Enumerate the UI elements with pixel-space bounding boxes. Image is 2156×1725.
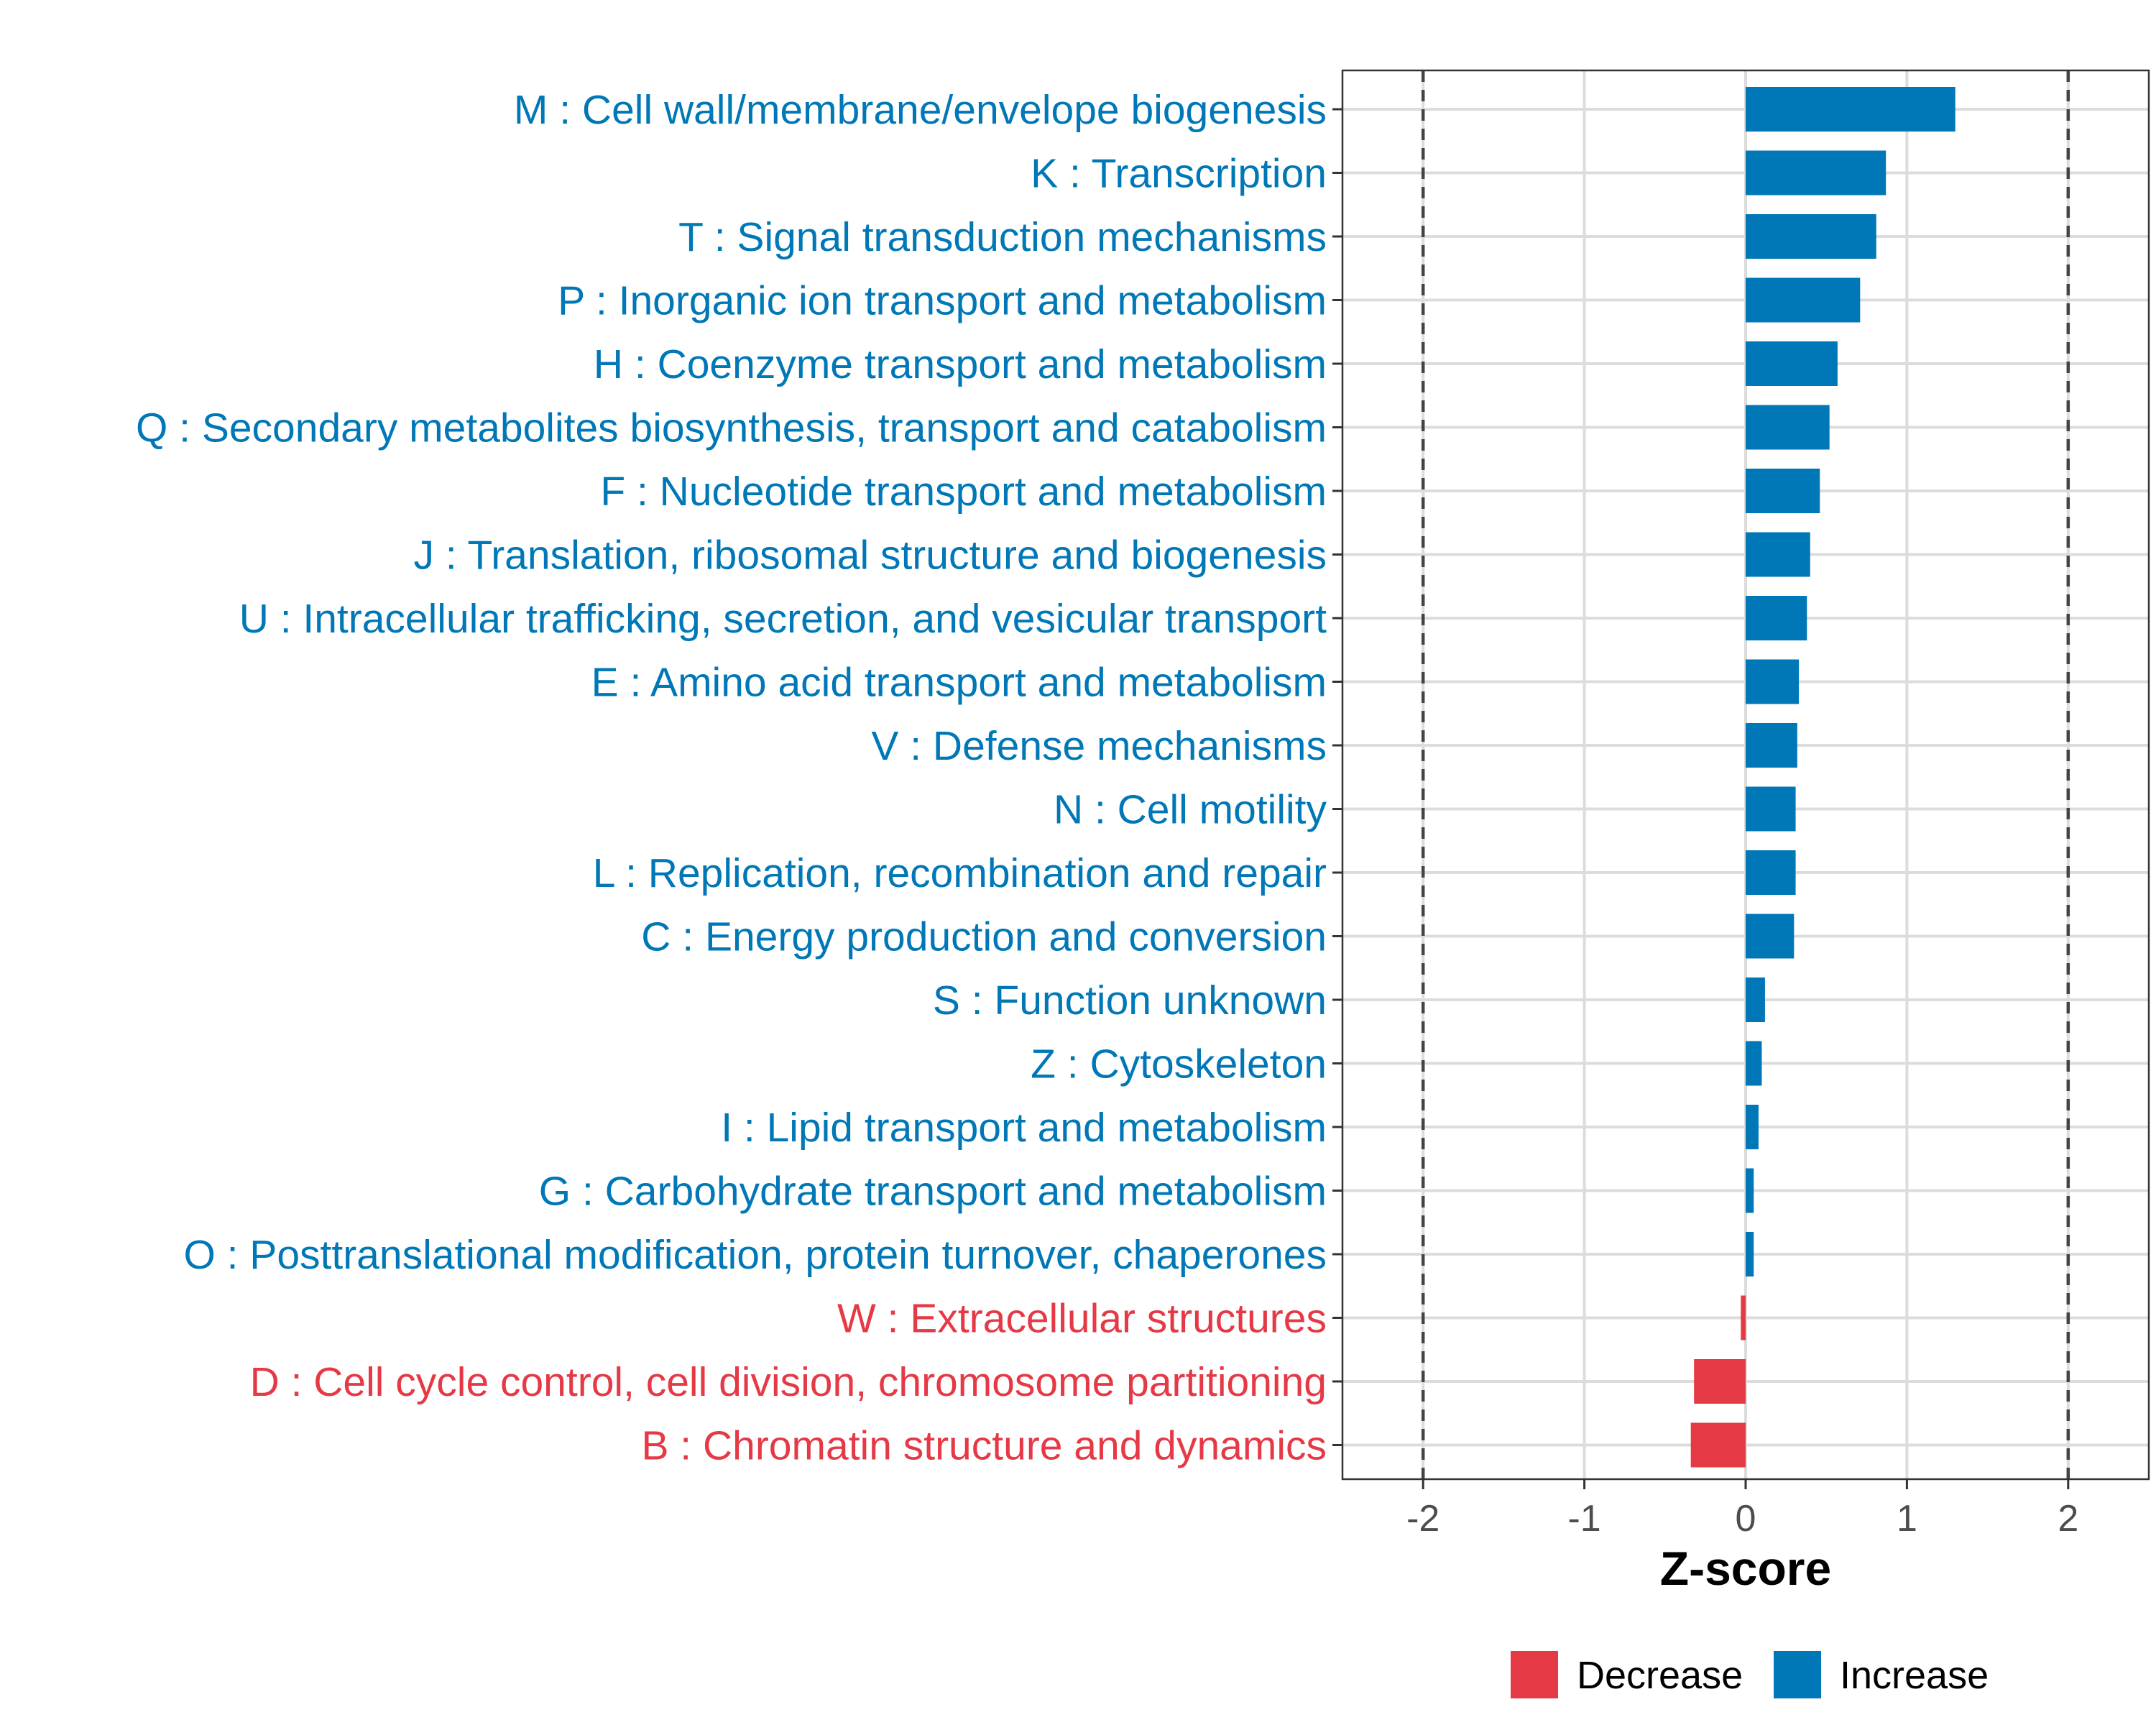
bar-e (1746, 659, 1800, 704)
category-label: G : Carbohydrate transport and metabolis… (539, 1169, 1327, 1215)
x-axis-ticks: -2 -1 0 1 2 (1332, 108, 2078, 1540)
category-label: O : Posttranslational modification, prot… (183, 1232, 1327, 1278)
category-label: W : Extracellular structures (837, 1296, 1327, 1342)
legend-label-increase: Increase (1840, 1654, 1989, 1697)
category-label: E : Amino acid transport and metabolism (591, 660, 1327, 706)
category-label: C : Energy production and conversion (641, 914, 1327, 960)
category-label: I : Lipid transport and metabolism (721, 1105, 1327, 1151)
x-axis-title: Z-score (1660, 1542, 1831, 1595)
category-label: J : Translation, ribosomal structure and… (414, 533, 1327, 579)
x-tick-label: -2 (1406, 1498, 1439, 1540)
bar-g (1746, 1168, 1754, 1213)
category-label: K : Transcription (1031, 151, 1327, 197)
bar-w (1741, 1295, 1746, 1340)
bar-f (1746, 469, 1820, 513)
bar-q (1746, 405, 1830, 450)
bar-j (1746, 532, 1810, 577)
category-label: V : Defense mechanisms (871, 723, 1327, 769)
category-label: T : Signal transduction mechanisms (678, 214, 1327, 260)
bar-n (1746, 786, 1796, 832)
bar-h (1746, 341, 1838, 386)
bar-p (1746, 277, 1861, 323)
category-label: N : Cell motility (1054, 787, 1327, 833)
bar-k (1746, 150, 1886, 196)
category-label: H : Coenzyme transport and metabolism (594, 341, 1327, 387)
bar-z (1746, 1041, 1762, 1086)
legend-label-decrease: Decrease (1577, 1654, 1743, 1697)
category-label: D : Cell cycle control, cell division, c… (250, 1359, 1327, 1405)
bar-i (1746, 1105, 1759, 1149)
x-tick-label: 0 (1736, 1498, 1756, 1540)
bar-o (1746, 1232, 1754, 1276)
legend-swatch-increase (1774, 1651, 1821, 1698)
bar-m (1746, 87, 1955, 132)
bar-s (1746, 978, 1765, 1022)
bar-t (1746, 214, 1876, 259)
reference-lines (1421, 70, 2070, 1479)
category-label: Q : Secondary metabolites biosynthesis, … (136, 405, 1327, 451)
x-tick-label: 1 (1897, 1498, 1917, 1540)
category-label: B : Chromatin structure and dynamics (641, 1423, 1327, 1469)
category-label: F : Nucleotide transport and metabolism (600, 469, 1327, 515)
legend-swatch-decrease (1511, 1651, 1558, 1698)
x-tick-label: -1 (1567, 1498, 1600, 1540)
category-label: L : Replication, recombination and repai… (593, 850, 1327, 896)
legend: Decrease Increase (1511, 1651, 1989, 1698)
x-tick-label: 2 (2058, 1498, 2078, 1540)
category-labels: M : Cell wall/membrane/envelope biogenes… (136, 87, 1327, 1469)
category-label: M : Cell wall/membrane/envelope biogenes… (514, 87, 1327, 133)
bar-v (1746, 723, 1797, 768)
category-label: P : Inorganic ion transport and metaboli… (558, 278, 1327, 324)
bar-d (1694, 1359, 1746, 1404)
bar-b (1690, 1422, 1746, 1468)
bar-u (1746, 596, 1807, 640)
category-label: Z : Cytoskeleton (1031, 1041, 1327, 1087)
bars (1690, 87, 1955, 1468)
category-label: U : Intracellular trafficking, secretion… (239, 596, 1327, 642)
category-label: S : Function unknown (933, 978, 1327, 1024)
bar-c (1746, 914, 1795, 959)
bar-l (1746, 850, 1796, 895)
